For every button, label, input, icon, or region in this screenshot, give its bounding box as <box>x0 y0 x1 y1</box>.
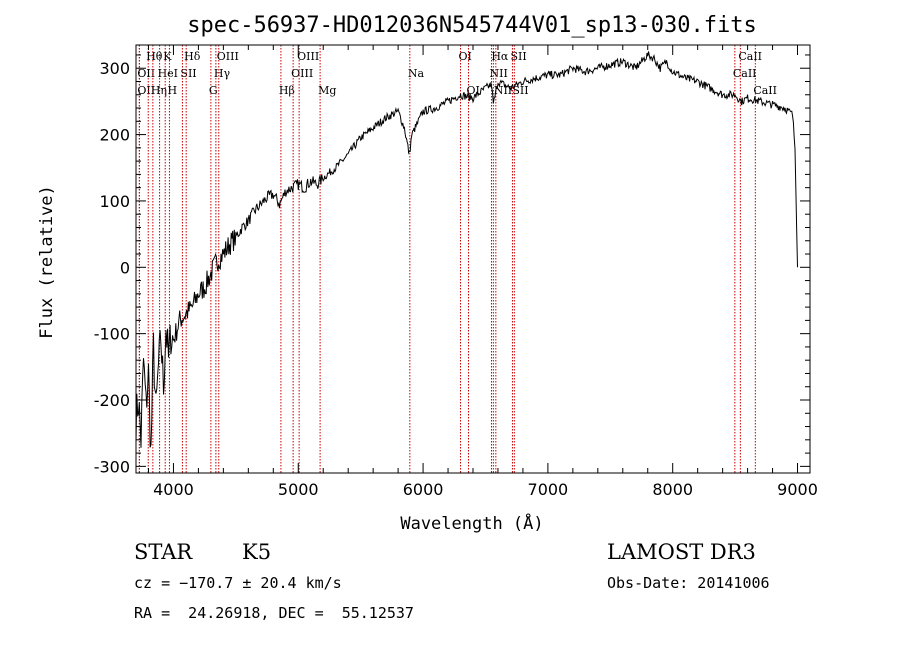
spectral-line-label: OI <box>459 50 472 63</box>
y-axis-label: Flux (relative) <box>37 185 57 339</box>
spectral-line-label: NII <box>494 84 512 97</box>
x-tick-label: 5000 <box>278 480 319 499</box>
spectral-line-label: Hβ <box>279 84 295 97</box>
spectral-line-label: Hθ <box>146 50 163 63</box>
chart-title: spec-56937-HD012036N545744V01_sp13-030.f… <box>187 13 757 38</box>
x-axis-ticks: 4000 5000 6000 7000 8000 9000 <box>147 45 818 499</box>
spectral-line-label: CaII <box>738 50 762 63</box>
spectral-line-markers: OIIHθOIIHηHeIKHSIIHδGHγOIIIHβOIIIOIIIMgN… <box>137 45 777 473</box>
spectral-line-label: OIII <box>217 50 239 63</box>
plot-frame <box>135 44 811 474</box>
spectral-line-label: SII <box>512 84 528 97</box>
spectral-line-label: OIII <box>297 50 319 63</box>
spectral-line-label: CaII <box>733 67 757 80</box>
spectral-line-label: HeI <box>158 67 178 80</box>
y-tick-label: 0 <box>120 258 130 277</box>
x-tick-label: 4000 <box>153 480 194 499</box>
x-axis-label: Wavelength (Å) <box>400 512 543 534</box>
spectral-line-label: OII <box>137 84 155 97</box>
spectral-line-label: OIII <box>291 67 313 80</box>
survey-name: LAMOST DR3 <box>607 540 756 564</box>
spectral-line-label: SII <box>180 67 196 80</box>
spectral-line-label: SII <box>510 50 526 63</box>
observation-date: Obs-Date: 20141006 <box>607 574 770 592</box>
sky-coordinates: RA = 24.26918, DEC = 55.12537 <box>134 604 414 622</box>
spectral-line-label: NII <box>489 67 507 80</box>
spectral-line-label: Hγ <box>214 67 231 80</box>
x-tick-label: 6000 <box>403 480 444 499</box>
spectral-line-label: Hη <box>151 84 167 97</box>
y-tick-label: -300 <box>94 457 130 476</box>
y-tick-label: 300 <box>99 59 130 78</box>
y-tick-label: -200 <box>94 391 130 410</box>
y-tick-label: -100 <box>94 325 130 344</box>
y-axis-ticks: -300 -200 -100 0 100 200 300 <box>94 54 810 476</box>
x-tick-label: 9000 <box>777 480 818 499</box>
spectral-line-label: Mg <box>318 84 336 97</box>
object-subclass: K5 <box>242 540 272 564</box>
spectral-line-label: Hα <box>491 50 509 63</box>
y-tick-label: 100 <box>99 192 130 211</box>
x-tick-label: 8000 <box>652 480 693 499</box>
spectral-line-label: CaII <box>753 84 777 97</box>
spectral-line-label: Na <box>408 67 425 80</box>
object-class: STAR <box>134 540 193 564</box>
spectral-line-label: G <box>209 84 218 97</box>
y-tick-label: 200 <box>99 126 130 145</box>
spectral-line-label: Hδ <box>184 50 201 63</box>
x-tick-label: 7000 <box>528 480 569 499</box>
spectral-line-label: H <box>167 84 177 97</box>
redshift-velocity: cz = −170.7 ± 20.4 km/s <box>134 574 342 592</box>
spectral-line-label: OII <box>137 67 155 80</box>
spectral-line-label: K <box>163 50 172 63</box>
spectrum-series-line <box>135 51 798 448</box>
